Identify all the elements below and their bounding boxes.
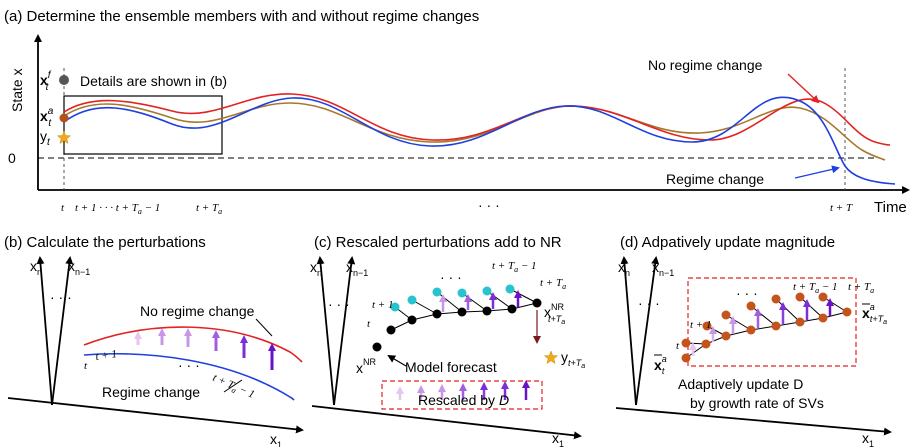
axis-x1-c xyxy=(311,405,582,440)
orange-points-d xyxy=(681,292,852,363)
axis-xn1-label-c: xn−1 xyxy=(346,259,368,278)
model-forecast-arrow xyxy=(387,354,407,367)
update-box xyxy=(687,277,857,367)
rescaled-by-label: Rescaled by D xyxy=(418,392,509,408)
tTa1-label-c: t + Ta − 1 xyxy=(492,260,537,274)
note-line-2: by growth rate of SVs xyxy=(690,395,824,411)
t-label-d: t xyxy=(676,340,680,352)
regime-arrow-a xyxy=(794,165,840,179)
xf-point xyxy=(59,75,69,85)
tick-range: t + 1 · · · t + Ta − 1 xyxy=(75,202,160,216)
axis-xn-label-b: xn xyxy=(30,258,42,277)
zero-label: 0 xyxy=(8,150,16,166)
axis-xn-b xyxy=(36,256,53,406)
axis-xn1-c xyxy=(333,256,356,406)
axis-xn-label-c: xn xyxy=(310,259,322,278)
no-regime-arrow-a xyxy=(787,73,820,104)
axis-x1-label-d: x1 xyxy=(862,430,874,447)
details-note: Details are shown in (b) xyxy=(80,73,227,89)
xa-point xyxy=(59,113,69,123)
xnr-start-label: xNR xyxy=(356,357,376,376)
regime-curve-b xyxy=(83,353,295,401)
no-regime-label-a: No regime change xyxy=(648,57,763,73)
axis-xn1-b xyxy=(51,256,74,406)
panel-b: (b) Calculate the perturbations xn xn−1 … xyxy=(4,234,304,447)
t1-label-c: t + 1 xyxy=(372,299,393,311)
tTa-label-d: t + Ta xyxy=(848,281,874,295)
panel-a: (a) Determine the ensemble members with … xyxy=(4,8,910,216)
dots2-c: · · · xyxy=(440,269,462,285)
black-points-c xyxy=(372,298,542,352)
regime-label-b: Regime change xyxy=(102,384,200,400)
t1-label-d: t + 1 xyxy=(690,319,711,331)
y-obs-label: yt xyxy=(40,128,51,148)
axis-xn-c xyxy=(316,256,335,406)
brown-ensemble-curve xyxy=(63,102,886,161)
xnr-end-label: xNR t+Ta xyxy=(544,302,565,326)
observation-star-c xyxy=(543,350,559,365)
dots2-b: · · · xyxy=(178,357,200,373)
panel-c-title: (c) Rescaled perturbations add to NR xyxy=(314,234,562,251)
y-obs-label-c: yt+Ta xyxy=(561,349,585,370)
axis-x1-label-b: x1 xyxy=(270,431,282,447)
note-line-1: Adaptively update D xyxy=(678,376,803,392)
y-axis-label: State x xyxy=(9,68,25,112)
no-regime-label-b: No regime change xyxy=(140,303,255,319)
panel-a-title: (a) Determine the ensemble members with … xyxy=(4,8,479,25)
tTa1-label-d: t + Ta − 1 xyxy=(793,281,838,295)
t-label-b: t xyxy=(84,360,88,372)
model-forecast-label: Model forecast xyxy=(405,359,497,375)
axis-x1-label-c: x1 xyxy=(552,430,564,447)
regime-leader-b xyxy=(223,379,243,393)
t-label-c: t xyxy=(367,318,371,330)
regime-label-a: Regime change xyxy=(666,171,764,187)
axis-xn1-label-d: xn−1 xyxy=(652,259,674,278)
panel-c: (c) Rescaled perturbations add to NR xn … xyxy=(310,234,585,447)
xf-label: xf t xyxy=(40,70,52,93)
tTa-label-c: t + Ta xyxy=(540,277,566,291)
rescaled-box xyxy=(381,380,543,410)
x-axis-label: Time xyxy=(874,199,907,216)
axis-xn-d xyxy=(620,256,637,406)
dots2-d: · · · xyxy=(736,285,758,301)
xbar-end-label: xa t+Ta xyxy=(862,302,887,326)
blue-ensemble-curve xyxy=(63,96,896,185)
tick-t: t xyxy=(61,202,65,214)
panel-d: (d) Adpatively update magnitude xn xn−1 … xyxy=(615,234,892,447)
observation-star-a xyxy=(56,130,72,145)
axis-xn1-label-b: xn−1 xyxy=(68,258,90,277)
cyan-points-c xyxy=(390,284,515,312)
panel-b-title: (b) Calculate the perturbations xyxy=(4,234,206,251)
details-box xyxy=(63,95,223,155)
axis-dots-c: · · · xyxy=(328,296,350,312)
axis-x1-d xyxy=(615,407,892,436)
axis-xn1-d xyxy=(635,256,660,406)
no-regime-curve-b xyxy=(83,326,303,363)
xbar-start-label: xa t xyxy=(654,354,667,376)
axis-xn-label-d: xn xyxy=(618,259,630,278)
tick-tT: t + T xyxy=(830,202,853,214)
tick-dots: · · · xyxy=(478,197,500,213)
tick-tTa: t + Ta xyxy=(196,202,222,216)
axis-dots-d: · · · xyxy=(638,295,660,311)
axis-dots-b: · · · xyxy=(50,289,72,305)
axis-x1-b xyxy=(7,397,304,434)
t1-label-b: t + 1 xyxy=(95,348,118,363)
xa-label: xa t xyxy=(40,106,54,129)
no-regime-leader-b xyxy=(255,318,273,337)
panel-d-title: (d) Adpatively update magnitude xyxy=(620,234,835,251)
